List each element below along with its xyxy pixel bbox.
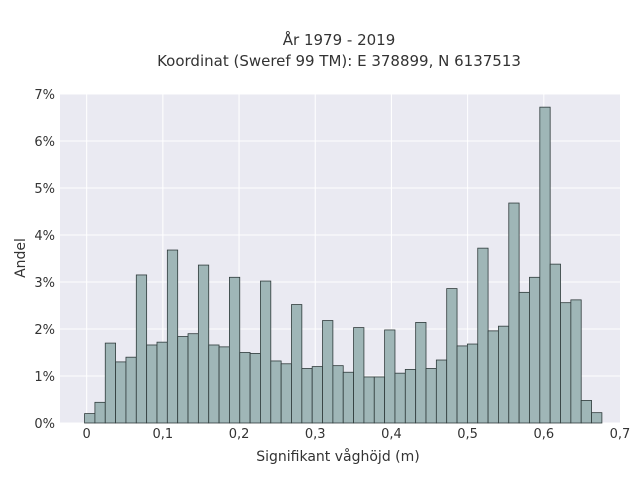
histogram-bar [404, 369, 417, 424]
histogram-bar [394, 372, 406, 424]
histogram-bar [301, 368, 313, 424]
histogram-bar [311, 366, 323, 424]
histogram-bar [270, 360, 282, 424]
histogram-bar [197, 264, 210, 424]
histogram-bar [580, 400, 592, 424]
histogram-bar [425, 368, 437, 424]
x-tick-label: 0,7 [610, 427, 631, 442]
x-tick-label: 0,6 [533, 427, 554, 442]
histogram-bar [591, 412, 603, 424]
histogram-bar [446, 288, 458, 424]
histogram-bar [415, 322, 427, 424]
y-tick-label: 5% [34, 182, 55, 197]
histogram-bar [477, 247, 489, 424]
histogram-bar [156, 341, 168, 424]
histogram-bar [498, 325, 510, 424]
chart-title: År 1979 - 2019 [283, 30, 396, 49]
histogram-bar [529, 276, 541, 424]
histogram-bar [373, 376, 386, 424]
histogram-bar [115, 361, 127, 424]
histogram-bar [487, 330, 499, 424]
chart-subtitle: Koordinat (Sweref 99 TM): E 378899, N 61… [157, 52, 521, 70]
x-axis-ticks: 0 0,1 0,2 0,3 0,4 0,5 0,6 0,7 [83, 427, 631, 442]
histogram-bar [466, 343, 479, 424]
x-tick-label: 0,1 [153, 427, 174, 442]
histogram-bar [218, 346, 230, 424]
y-tick-label: 7% [34, 88, 55, 103]
histogram-bar [332, 365, 344, 424]
histogram-bar [94, 401, 106, 424]
y-tick-label: 3% [34, 276, 55, 291]
x-tick-label: 0,4 [381, 427, 402, 442]
x-tick-label: 0,5 [457, 427, 478, 442]
bars [84, 106, 603, 424]
histogram-bar [342, 371, 354, 424]
histogram-bar [570, 299, 582, 424]
histogram-bar [435, 359, 448, 424]
histogram-bar [291, 304, 303, 424]
y-tick-label: 6% [34, 135, 55, 150]
y-axis-ticks: 0% 1% 2% 3% 4% 5% 6% 7% [34, 88, 55, 432]
histogram-bar [280, 363, 292, 424]
y-tick-label: 4% [34, 229, 55, 244]
histogram-bar [353, 327, 365, 424]
x-tick-label: 0,3 [305, 427, 326, 442]
histogram-bar [104, 342, 117, 424]
histogram-bar [456, 345, 468, 424]
histogram-bar [384, 329, 396, 424]
x-tick-label: 0,2 [229, 427, 250, 442]
y-tick-label: 1% [34, 370, 55, 385]
histogram-bar [187, 333, 199, 424]
histogram-bar [508, 202, 520, 424]
histogram-bar [239, 352, 251, 424]
x-tick-label: 0 [83, 427, 91, 442]
histogram-bar [229, 276, 241, 424]
histogram-bar [518, 291, 530, 424]
histogram-bar [208, 344, 220, 424]
histogram-bar [539, 106, 551, 424]
histogram-bar [135, 274, 148, 424]
histogram-bar [125, 356, 137, 424]
histogram-bar [560, 302, 572, 424]
histogram-bar [177, 336, 189, 424]
histogram-bar [363, 376, 375, 424]
y-axis-label: Andel [13, 238, 29, 278]
histogram-bar [146, 344, 158, 424]
histogram-bar [166, 249, 179, 424]
y-tick-label: 0% [34, 417, 55, 432]
histogram-bar [549, 263, 561, 424]
x-axis-label: Signifikant våghöjd (m) [256, 448, 419, 465]
histogram-bar [84, 413, 96, 424]
histogram-bar [249, 353, 261, 424]
histogram-bar [322, 320, 334, 424]
y-tick-label: 2% [34, 323, 55, 338]
histogram-bar [260, 280, 272, 424]
